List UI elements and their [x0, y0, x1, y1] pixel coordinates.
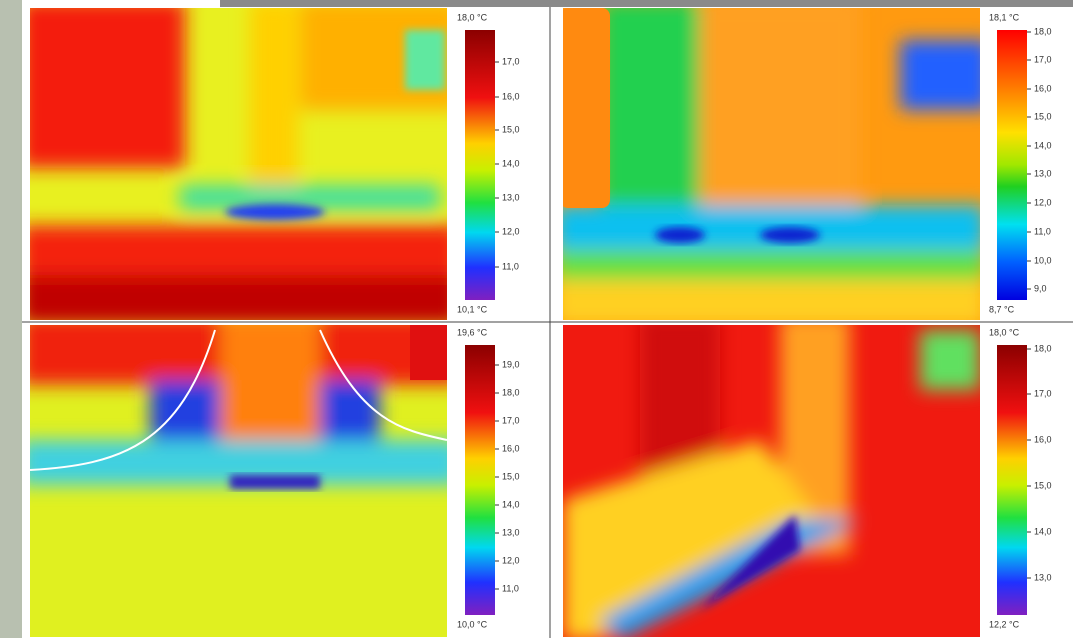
scale-tick-label: 14,0	[1034, 140, 1052, 150]
scale-tick-label: 15,0	[502, 471, 520, 481]
scale-tick-label: 17,0	[1034, 54, 1052, 64]
thermal-grid: 18,0 °C 10,1 °C 17,0 16,0 15,0 14,0 13,0 12,0 11…	[0, 0, 1073, 638]
scale-tick-label: 13,0	[1034, 168, 1052, 178]
scale-max-label: 19,6 °C	[457, 327, 488, 337]
scale-tick-label: 14,0	[502, 158, 520, 168]
scale-max-label: 18,0 °C	[989, 327, 1020, 337]
thermal-image	[20, 315, 460, 637]
scale-tick-label: 14,0	[502, 499, 520, 509]
background-photo	[220, 0, 1073, 7]
color-bar	[465, 345, 495, 615]
scale-tick-label: 13,0	[502, 527, 520, 537]
scale-tick-label: 11,0	[1034, 226, 1051, 236]
scale-tick-label: 16,0	[1034, 83, 1052, 93]
scale-tick-label: 15,0	[1034, 480, 1052, 490]
scale-tick-label: 13,0	[502, 192, 520, 202]
scale-tick-label: 9,0	[1034, 283, 1047, 293]
scale-tick-label: 12,0	[502, 555, 520, 565]
scale-tick-label: 14,0	[1034, 526, 1052, 536]
scale-tick-label: 17,0	[502, 56, 520, 66]
scale-tick-label: 16,0	[502, 443, 520, 453]
color-bar	[465, 30, 495, 300]
scale-max-label: 18,1 °C	[989, 12, 1020, 22]
scale-tick-label: 12,0	[1034, 197, 1052, 207]
scale-min-label: 8,7 °C	[989, 304, 1015, 314]
scale-tick-label: 17,0	[1034, 388, 1052, 398]
scale-min-label: 12,2 °C	[989, 619, 1020, 629]
scale-tick-label: 18,0	[1034, 343, 1052, 353]
scale-min-label: 10,1 °C	[457, 304, 488, 314]
scale-tick-label: 11,0	[502, 583, 519, 593]
color-bar	[997, 345, 1027, 615]
scale-tick-label: 12,0	[502, 226, 520, 236]
thermal-image	[20, 0, 460, 325]
scale-tick-label: 15,0	[1034, 111, 1052, 121]
background-photo	[0, 0, 22, 638]
scale-max-label: 18,0 °C	[457, 12, 488, 22]
color-bar	[997, 30, 1027, 300]
scale-tick-label: 17,0	[502, 415, 520, 425]
scale-tick-label: 13,0	[1034, 572, 1052, 582]
thermal-image	[555, 0, 990, 325]
screenshot: 18,0 °C 10,1 °C 17,0 16,0 15,0 14,0 13,0 12,0 11…	[0, 0, 1073, 638]
scale-tick-label: 15,0	[502, 124, 520, 134]
scale-tick-label: 18,0	[1034, 26, 1052, 36]
scale-tick-label: 16,0	[502, 91, 520, 101]
scale-tick-label: 18,0	[502, 387, 520, 397]
thermal-image	[563, 315, 980, 638]
scale-tick-label: 11,0	[502, 261, 519, 271]
scale-tick-label: 10,0	[1034, 255, 1052, 265]
scale-tick-label: 16,0	[1034, 434, 1052, 444]
scale-tick-label: 19,0	[502, 359, 520, 369]
scale-min-label: 10,0 °C	[457, 619, 488, 629]
